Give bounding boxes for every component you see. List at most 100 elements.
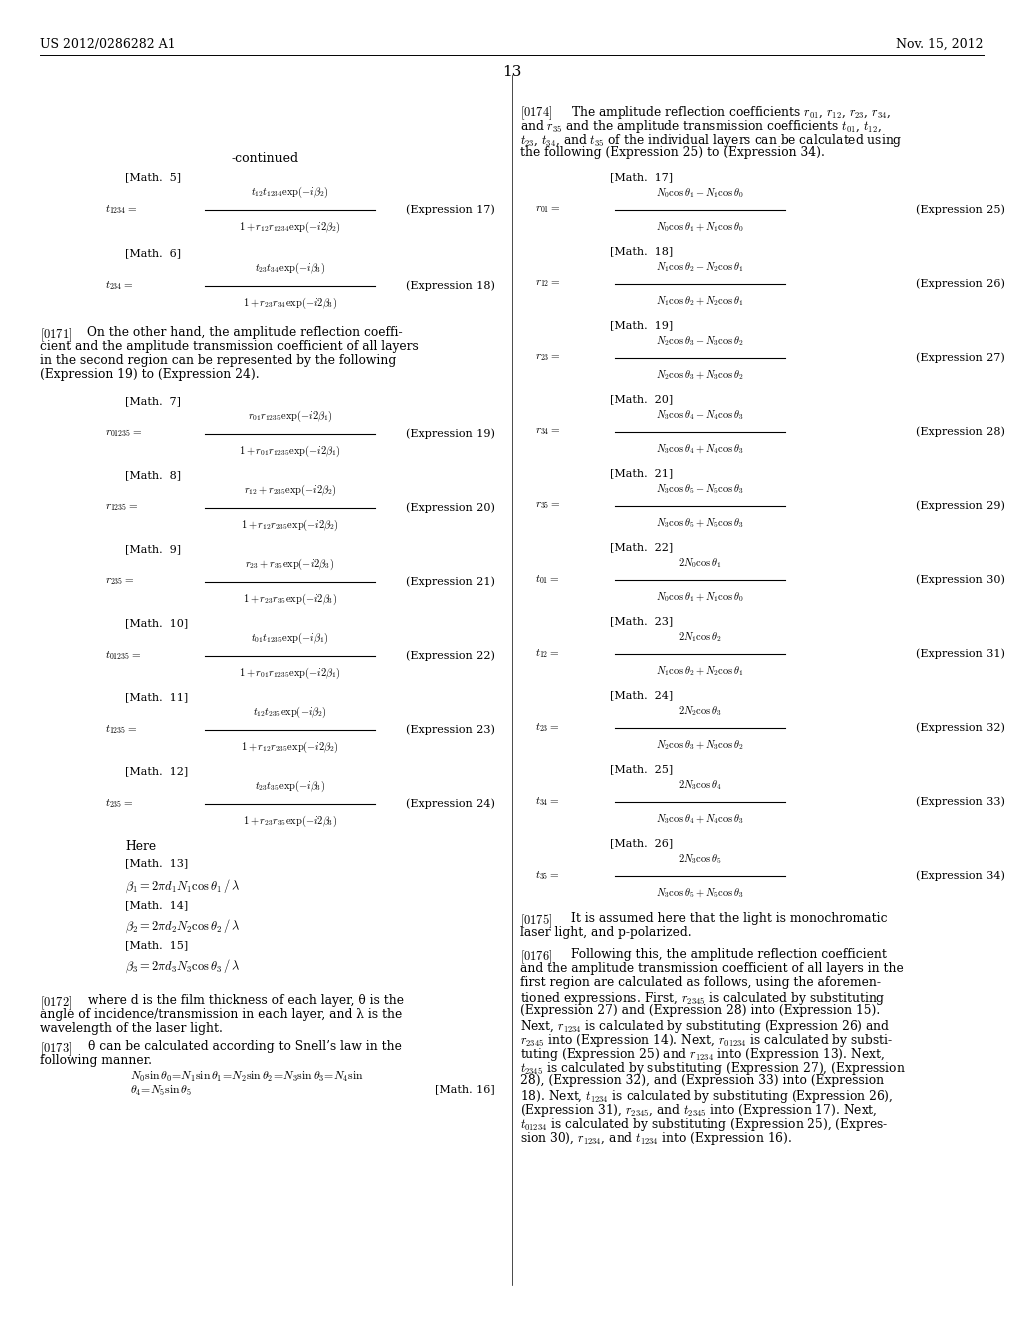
Text: in the second region can be represented by the following: in the second region can be represented … xyxy=(40,354,396,367)
Text: $N_3\cos\theta_4+N_4\cos\theta_3$: $N_3\cos\theta_4+N_4\cos\theta_3$ xyxy=(656,812,743,825)
Text: (Expression 33): (Expression 33) xyxy=(916,797,1005,808)
Text: $1+r_{12}r_{235}\mathrm{exp}(-i2\beta_2)$: $1+r_{12}r_{235}\mathrm{exp}(-i2\beta_2)… xyxy=(241,741,339,755)
Text: $\mathbf{[0174]}$: $\mathbf{[0174]}$ xyxy=(520,104,553,121)
Text: $\mathbf{[0175]}$: $\mathbf{[0175]}$ xyxy=(520,912,553,929)
Text: θ can be calculated according to Snell’s law in the: θ can be calculated according to Snell’s… xyxy=(88,1040,401,1053)
Text: [Math.  9]: [Math. 9] xyxy=(125,544,181,554)
Text: $t_{01234}$ is calculated by substituting (Expression 25), (Expres-: $t_{01234}$ is calculated by substitutin… xyxy=(520,1115,889,1133)
Text: [Math.  19]: [Math. 19] xyxy=(610,319,673,330)
Text: $r_{12} =$: $r_{12} =$ xyxy=(535,279,560,289)
Text: [Math. 16]: [Math. 16] xyxy=(435,1084,495,1094)
Text: $N_2\cos\theta_3-N_3\cos\theta_2$: $N_2\cos\theta_3-N_3\cos\theta_2$ xyxy=(656,334,743,348)
Text: [Math.  12]: [Math. 12] xyxy=(125,766,188,776)
Text: (Expression 31), $r_{2345}$, and $t_{2345}$ into (Expression 17). Next,: (Expression 31), $r_{2345}$, and $t_{234… xyxy=(520,1102,878,1119)
Text: $N_2\cos\theta_3+N_3\cos\theta_2$: $N_2\cos\theta_3+N_3\cos\theta_2$ xyxy=(656,368,743,381)
Text: It is assumed here that the light is monochromatic: It is assumed here that the light is mon… xyxy=(571,912,888,925)
Text: $\mathbf{[0172]}$: $\mathbf{[0172]}$ xyxy=(40,994,73,1011)
Text: [Math.  25]: [Math. 25] xyxy=(610,764,673,774)
Text: 13: 13 xyxy=(503,65,521,79)
Text: cient and the amplitude transmission coefficient of all layers: cient and the amplitude transmission coe… xyxy=(40,341,419,352)
Text: Following this, the amplitude reflection coefficient: Following this, the amplitude reflection… xyxy=(571,948,887,961)
Text: (Expression 24): (Expression 24) xyxy=(407,799,495,809)
Text: (Expression 18): (Expression 18) xyxy=(407,281,495,292)
Text: $2N_1\cos\theta_2$: $2N_1\cos\theta_2$ xyxy=(678,630,722,644)
Text: (Expression 19) to (Expression 24).: (Expression 19) to (Expression 24). xyxy=(40,368,260,381)
Text: $r_{235} =$: $r_{235} =$ xyxy=(105,577,134,587)
Text: $t_{23}$, $t_{34}$, and $t_{35}$ of the individual layers can be calculated usin: $t_{23}$, $t_{34}$, and $t_{35}$ of the … xyxy=(520,132,902,149)
Text: (Expression 34): (Expression 34) xyxy=(916,871,1005,882)
Text: $t_{2345}$ is calculated by substituting (Expression 27), (Expression: $t_{2345}$ is calculated by substituting… xyxy=(520,1060,906,1077)
Text: $\mathbf{[0171]}$: $\mathbf{[0171]}$ xyxy=(40,326,73,343)
Text: $N_0\cos\theta_1+N_1\cos\theta_0$: $N_0\cos\theta_1+N_1\cos\theta_0$ xyxy=(656,220,743,234)
Text: sion 30), $r_{1234}$, and $t_{1234}$ into (Expression 16).: sion 30), $r_{1234}$, and $t_{1234}$ int… xyxy=(520,1130,793,1147)
Text: (Expression 27) and (Expression 28) into (Expression 15).: (Expression 27) and (Expression 28) into… xyxy=(520,1005,881,1016)
Text: [Math.  15]: [Math. 15] xyxy=(125,940,188,950)
Text: $2N_0\cos\theta_1$: $2N_0\cos\theta_1$ xyxy=(678,556,722,570)
Text: (Expression 26): (Expression 26) xyxy=(916,279,1005,289)
Text: [Math.  20]: [Math. 20] xyxy=(610,393,673,404)
Text: Here: Here xyxy=(125,840,156,853)
Text: [Math.  8]: [Math. 8] xyxy=(125,470,181,480)
Text: [Math.  5]: [Math. 5] xyxy=(125,172,181,182)
Text: $1+r_{01}r_{1235}\mathrm{exp}(-i2\beta_1)$: $1+r_{01}r_{1235}\mathrm{exp}(-i2\beta_1… xyxy=(240,667,341,681)
Text: tuting (Expression 25) and $r_{1234}$ into (Expression 13). Next,: tuting (Expression 25) and $r_{1234}$ in… xyxy=(520,1045,885,1063)
Text: $\beta_2 = 2\pi d_2 N_2 \cos\theta_2\,/\,\lambda$: $\beta_2 = 2\pi d_2 N_2 \cos\theta_2\,/\… xyxy=(125,917,240,936)
Text: (Expression 31): (Expression 31) xyxy=(916,648,1005,659)
Text: Next, $r_{1234}$ is calculated by substituting (Expression 26) and: Next, $r_{1234}$ is calculated by substi… xyxy=(520,1018,890,1035)
Text: $r_{23} =$: $r_{23} =$ xyxy=(535,352,560,363)
Text: $N_3\cos\theta_4-N_4\cos\theta_3$: $N_3\cos\theta_4-N_4\cos\theta_3$ xyxy=(656,408,743,422)
Text: (Expression 30): (Expression 30) xyxy=(916,574,1005,585)
Text: $r_{01} =$: $r_{01} =$ xyxy=(535,205,560,215)
Text: $N_3\cos\theta_5+N_5\cos\theta_3$: $N_3\cos\theta_5+N_5\cos\theta_3$ xyxy=(656,886,743,899)
Text: $1+r_{23}r_{35}\mathrm{exp}(-i2\beta_3)$: $1+r_{23}r_{35}\mathrm{exp}(-i2\beta_3)$ xyxy=(243,814,337,829)
Text: tioned expressions. First, $r_{2345}$ is calculated by substituting: tioned expressions. First, $r_{2345}$ is… xyxy=(520,990,886,1007)
Text: $\mathbf{[0173]}$: $\mathbf{[0173]}$ xyxy=(40,1040,73,1057)
Text: [Math.  14]: [Math. 14] xyxy=(125,900,188,909)
Text: 28), (Expression 32), and (Expression 33) into (Expression: 28), (Expression 32), and (Expression 33… xyxy=(520,1074,884,1086)
Text: $\mathbf{[0176]}$: $\mathbf{[0176]}$ xyxy=(520,948,553,965)
Text: -continued: -continued xyxy=(231,152,299,165)
Text: $\beta_1 = 2\pi d_1 N_1 \cos\theta_1\,/\,\lambda$: $\beta_1 = 2\pi d_1 N_1 \cos\theta_1\,/\… xyxy=(125,878,240,895)
Text: $N_0\cos\theta_1-N_1\cos\theta_0$: $N_0\cos\theta_1-N_1\cos\theta_0$ xyxy=(656,186,743,201)
Text: $r_{2345}$ into (Expression 14). Next, $r_{01234}$ is calculated by substi-: $r_{2345}$ into (Expression 14). Next, $… xyxy=(520,1032,893,1049)
Text: wavelength of the laser light.: wavelength of the laser light. xyxy=(40,1022,223,1035)
Text: $1+r_{12}r_{1234}\mathrm{exp}(-i2\beta_2)$: $1+r_{12}r_{1234}\mathrm{exp}(-i2\beta_2… xyxy=(240,220,341,235)
Text: $r_{34} =$: $r_{34} =$ xyxy=(535,426,560,437)
Text: $N_2\cos\theta_3+N_3\cos\theta_2$: $N_2\cos\theta_3+N_3\cos\theta_2$ xyxy=(656,738,743,751)
Text: [Math.  23]: [Math. 23] xyxy=(610,616,673,626)
Text: $N_3\cos\theta_5+N_5\cos\theta_3$: $N_3\cos\theta_5+N_5\cos\theta_3$ xyxy=(656,516,743,529)
Text: (Expression 28): (Expression 28) xyxy=(916,426,1005,437)
Text: angle of incidence/transmission in each layer, and λ is the: angle of incidence/transmission in each … xyxy=(40,1008,402,1020)
Text: $1+r_{12}r_{235}\mathrm{exp}(-i2\beta_2)$: $1+r_{12}r_{235}\mathrm{exp}(-i2\beta_2)… xyxy=(241,517,339,533)
Text: $t_{12}t_{1234}\mathrm{exp}(-i\beta_2)$: $t_{12}t_{1234}\mathrm{exp}(-i\beta_2)$ xyxy=(251,185,329,201)
Text: $r_{12}+r_{235}\mathrm{exp}(-i2\beta_2)$: $r_{12}+r_{235}\mathrm{exp}(-i2\beta_2)$ xyxy=(244,483,336,498)
Text: $N_1\cos\theta_2+N_2\cos\theta_1$: $N_1\cos\theta_2+N_2\cos\theta_1$ xyxy=(656,664,743,677)
Text: first region are calculated as follows, using the aforemen-: first region are calculated as follows, … xyxy=(520,975,881,989)
Text: (Expression 27): (Expression 27) xyxy=(916,352,1005,363)
Text: (Expression 25): (Expression 25) xyxy=(916,205,1005,215)
Text: $t_{01}t_{1235}\mathrm{exp}(-i\beta_1)$: $t_{01}t_{1235}\mathrm{exp}(-i\beta_1)$ xyxy=(251,631,329,645)
Text: US 2012/0286282 A1: US 2012/0286282 A1 xyxy=(40,38,176,51)
Text: $t_{01235} =$: $t_{01235} =$ xyxy=(105,649,141,663)
Text: (Expression 17): (Expression 17) xyxy=(407,205,495,215)
Text: $\theta_4\!=\!N_5\sin\theta_5$: $\theta_4\!=\!N_5\sin\theta_5$ xyxy=(130,1084,191,1098)
Text: and the amplitude transmission coefficient of all layers in the: and the amplitude transmission coefficie… xyxy=(520,962,904,975)
Text: the following (Expression 25) to (Expression 34).: the following (Expression 25) to (Expres… xyxy=(520,147,825,158)
Text: [Math.  21]: [Math. 21] xyxy=(610,469,673,478)
Text: laser light, and p-polarized.: laser light, and p-polarized. xyxy=(520,927,691,939)
Text: (Expression 23): (Expression 23) xyxy=(407,725,495,735)
Text: [Math.  6]: [Math. 6] xyxy=(125,248,181,257)
Text: [Math.  26]: [Math. 26] xyxy=(610,838,673,847)
Text: $t_{234} =$: $t_{234} =$ xyxy=(105,280,133,293)
Text: $t_{1234} =$: $t_{1234} =$ xyxy=(105,203,137,216)
Text: (Expression 32): (Expression 32) xyxy=(916,723,1005,734)
Text: $2N_3\cos\theta_4$: $2N_3\cos\theta_4$ xyxy=(678,779,722,792)
Text: $t_{12} =$: $t_{12} =$ xyxy=(535,648,559,660)
Text: [Math.  22]: [Math. 22] xyxy=(610,543,673,552)
Text: where d is the film thickness of each layer, θ is the: where d is the film thickness of each la… xyxy=(88,994,404,1007)
Text: [Math.  17]: [Math. 17] xyxy=(610,172,673,182)
Text: (Expression 29): (Expression 29) xyxy=(916,500,1005,511)
Text: [Math.  11]: [Math. 11] xyxy=(125,692,188,702)
Text: [Math.  7]: [Math. 7] xyxy=(125,396,181,407)
Text: $1+r_{23}r_{35}\mathrm{exp}(-i2\beta_3)$: $1+r_{23}r_{35}\mathrm{exp}(-i2\beta_3)$ xyxy=(243,591,337,607)
